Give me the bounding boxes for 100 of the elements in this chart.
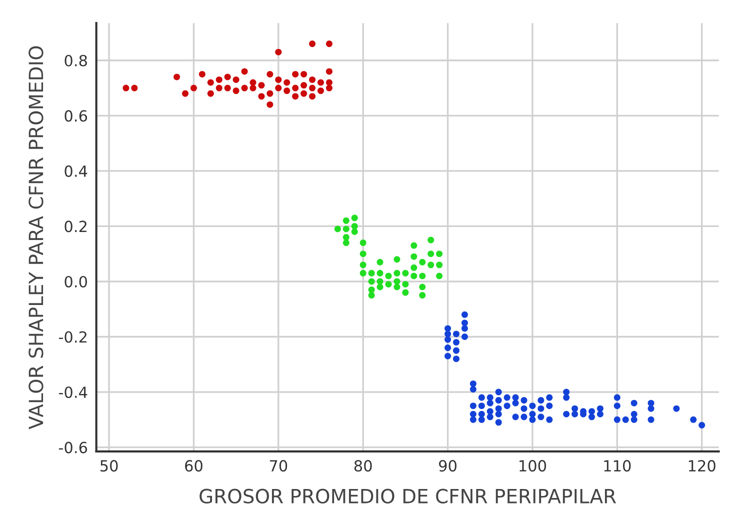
- point: [428, 262, 434, 268]
- point: [419, 284, 426, 290]
- point: [402, 270, 409, 276]
- point: [334, 226, 341, 232]
- y-tick-label: 0.6: [64, 110, 88, 122]
- point: [292, 93, 299, 100]
- point: [250, 79, 256, 86]
- point: [309, 84, 316, 92]
- point: [368, 270, 375, 276]
- point: [207, 79, 214, 86]
- point: [342, 234, 350, 241]
- point: [241, 84, 248, 92]
- point: [394, 284, 400, 290]
- x-tick-label: 60: [185, 460, 202, 472]
- point: [436, 250, 443, 258]
- point: [360, 270, 366, 276]
- point: [410, 272, 418, 280]
- y-tick-label: 0.8: [64, 54, 87, 66]
- point: [232, 88, 240, 94]
- point: [131, 84, 138, 92]
- point: [275, 84, 282, 92]
- point: [410, 264, 418, 271]
- point: [385, 280, 392, 288]
- point: [436, 262, 443, 268]
- point: [275, 76, 282, 83]
- point: [402, 289, 409, 296]
- x-tick-label: 80: [354, 460, 372, 472]
- point: [360, 262, 366, 268]
- point: [326, 79, 332, 86]
- point: [174, 74, 180, 80]
- point: [376, 284, 384, 290]
- y-tick-label: 0.2: [64, 220, 86, 232]
- point: [351, 222, 358, 230]
- point: [284, 88, 290, 94]
- point: [292, 70, 299, 78]
- point: [326, 40, 332, 48]
- point: [419, 292, 426, 299]
- point: [326, 68, 332, 75]
- point: [402, 280, 409, 288]
- point: [292, 84, 299, 92]
- point: [436, 272, 443, 280]
- point: [207, 90, 214, 97]
- point: [360, 250, 366, 258]
- point: [224, 74, 231, 80]
- point: [300, 90, 308, 97]
- point: [232, 76, 240, 83]
- point: [266, 101, 274, 108]
- point: [258, 82, 265, 89]
- point: [216, 76, 222, 83]
- point: [342, 226, 350, 232]
- x-axis-title: GROSOR PROMEDIO DE CFNR PERIPAPILAR: [200, 488, 616, 504]
- x-tick-label: 100: [520, 460, 546, 472]
- point: [394, 256, 400, 263]
- point: [368, 292, 375, 299]
- point: [317, 88, 324, 94]
- point: [360, 240, 366, 246]
- x-tick-label: 120: [688, 460, 716, 472]
- x-tick-label: 50: [100, 460, 118, 472]
- y-tick-label: 0.0: [64, 276, 87, 288]
- point: [376, 258, 384, 266]
- point: [351, 214, 358, 222]
- y-tick-label: 0.4: [64, 165, 88, 177]
- y-axis-title: VALOR SHAPLEY PARA CFNR PROMEDIO: [28, 46, 44, 430]
- point: [182, 90, 189, 97]
- point: [300, 70, 308, 78]
- point: [266, 70, 274, 78]
- point: [342, 217, 350, 224]
- point: [385, 272, 392, 280]
- point: [309, 93, 316, 100]
- x-tick-label: 70: [270, 460, 288, 472]
- point: [284, 79, 290, 86]
- point: [266, 90, 274, 97]
- y-tick-label: -0.6: [58, 442, 88, 454]
- point: [309, 76, 316, 83]
- point: [410, 242, 418, 249]
- point: [309, 40, 316, 48]
- point: [419, 272, 426, 280]
- point: [216, 84, 222, 92]
- point: [198, 70, 206, 78]
- point: [410, 253, 418, 260]
- x-tick-label: 110: [604, 460, 631, 472]
- y-tick-label: -0.2: [58, 331, 86, 343]
- point: [300, 82, 308, 89]
- point: [241, 68, 248, 75]
- point: [342, 240, 350, 246]
- point: [368, 278, 375, 285]
- point: [326, 84, 332, 92]
- point: [275, 48, 282, 56]
- point: [224, 84, 231, 92]
- point: [351, 228, 358, 235]
- point: [317, 79, 324, 86]
- point: [258, 93, 265, 100]
- point: [368, 286, 375, 294]
- point: [394, 270, 400, 276]
- point: [376, 270, 384, 276]
- point: [419, 258, 426, 266]
- point: [428, 250, 434, 258]
- point: [190, 84, 197, 92]
- point: [428, 236, 434, 244]
- x-tick-label: 90: [439, 460, 456, 472]
